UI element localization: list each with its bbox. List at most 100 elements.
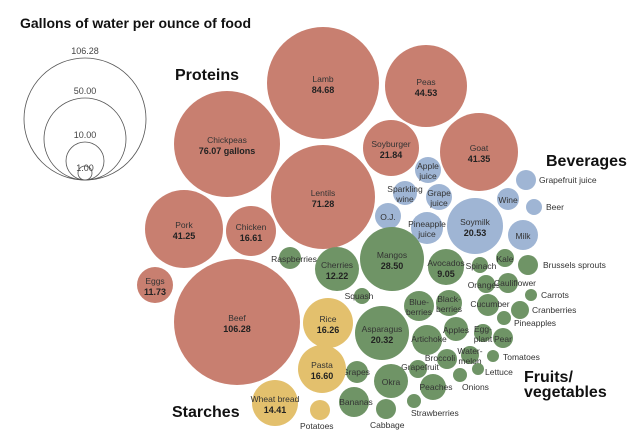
bubble-cauliflower: Cauliflower xyxy=(494,273,536,293)
bubble-label: Grapefruit xyxy=(401,362,439,372)
bubble-label: Beer xyxy=(546,202,564,212)
bubble-circle xyxy=(525,289,537,301)
bubble-circle xyxy=(339,387,369,417)
bubble-grapefruit: Grapefruit xyxy=(401,360,440,378)
bubble-circle xyxy=(412,325,442,355)
bubble-circle xyxy=(267,27,379,139)
bubble-circle xyxy=(472,363,484,375)
bubble-circle xyxy=(497,311,511,325)
bubble-label: Eggs xyxy=(145,276,164,286)
bubble-strawberries: Strawberries xyxy=(407,394,459,418)
bubble-label: Peas xyxy=(416,77,435,87)
bubble-okra: Okra xyxy=(374,364,408,398)
bubble-circle xyxy=(496,249,514,267)
bubble-label: Beef xyxy=(228,313,246,323)
bubble-label: Apple xyxy=(417,161,439,171)
bubble-value: 44.53 xyxy=(415,88,438,98)
bubble-label: Asparagus xyxy=(362,324,403,334)
bubble-circle xyxy=(526,199,542,215)
bubble-circle xyxy=(355,306,409,360)
bubble-value: 14.41 xyxy=(264,405,287,415)
bubble-label: Kale xyxy=(496,254,513,264)
bubble-value: 9.05 xyxy=(437,269,455,279)
bubble-label: Strawberries xyxy=(411,408,459,418)
bubble-pineapples: Pineapples xyxy=(497,311,556,328)
bubble-brussels-sprouts: Brussels sprouts xyxy=(518,255,606,275)
bubble-circle xyxy=(436,290,462,316)
bubble-circle xyxy=(428,249,464,285)
bubble-label: O.J. xyxy=(380,212,396,222)
bubble-circle xyxy=(252,380,298,426)
bubble-circle xyxy=(508,220,538,250)
bubble-label: Egg- xyxy=(474,324,492,334)
bubble-circle xyxy=(375,203,401,229)
bubble-label: Blue- xyxy=(409,297,429,307)
bubble-circle xyxy=(461,346,479,364)
bubble-blueberries: Blue-berries xyxy=(404,291,434,321)
bubble-label: Tomatoes xyxy=(503,352,540,362)
bubble-circle xyxy=(360,227,424,291)
bubble-cabbage: Cabbage xyxy=(370,399,405,430)
bubble-label: Broccoli xyxy=(425,353,455,363)
bubble-tomatoes: Tomatoes xyxy=(487,350,540,362)
bubble-circle xyxy=(404,291,434,321)
bubble-label: Squash xyxy=(345,291,374,301)
bubble-circle xyxy=(174,91,280,197)
bubble-value: 41.35 xyxy=(468,154,491,164)
bubble-label: Grapefruit juice xyxy=(539,175,597,185)
bubble-value: 16.61 xyxy=(240,233,263,243)
bubble-circle xyxy=(137,267,173,303)
bubble-raspberries: Raspberries xyxy=(271,247,317,269)
bubble-label: Wheat bread xyxy=(251,394,300,404)
bubble-label: Cranberries xyxy=(532,305,576,315)
bubble-blackberries: Black-berries xyxy=(436,290,462,316)
bubble-oranges: Oranges xyxy=(468,275,500,293)
bubble-circle xyxy=(498,273,518,293)
bubble-label: Artichoke xyxy=(411,334,447,344)
bubble-spinach: Spinach xyxy=(466,257,497,273)
bubble-label: Cabbage xyxy=(370,420,405,430)
bubble-value: 84.68 xyxy=(312,85,335,95)
bubble-circle xyxy=(393,181,417,205)
bubble-label: Potatoes xyxy=(300,421,334,431)
bubble-bananas: Bananas xyxy=(339,387,373,417)
legend-circle xyxy=(23,57,147,181)
bubble-circle xyxy=(437,349,457,369)
bubble-label: Soymilk xyxy=(460,217,491,227)
bubble-value: 41.25 xyxy=(173,231,196,241)
bubble-label: Milk xyxy=(515,231,531,241)
bubble-circle xyxy=(440,113,518,191)
bubble-circle xyxy=(315,247,359,291)
bubble-onions: Onions xyxy=(453,368,489,392)
bubble-circle xyxy=(518,255,538,275)
bubble-label: Pasta xyxy=(311,360,333,370)
bubble-label: juice xyxy=(418,171,437,181)
legend-circle xyxy=(65,141,105,181)
bubble-label: Pineapple xyxy=(408,219,446,229)
bubble-circle xyxy=(354,288,370,304)
bubble-label: juice xyxy=(429,198,448,208)
bubble-label: Bananas xyxy=(339,397,373,407)
bubble-value: 21.84 xyxy=(380,150,403,160)
bubble-value: 20.53 xyxy=(464,228,487,238)
legend-label: 10.00 xyxy=(74,130,97,140)
bubble-label: berries xyxy=(436,304,462,314)
bubble-carrots: Carrots xyxy=(525,289,569,301)
bubble-label: Cucumber xyxy=(470,299,509,309)
bubble-kale: Kale xyxy=(496,249,514,267)
bubble-circle xyxy=(226,206,276,256)
group-labels: Proteins Beverages Fruits/vegetables Starch… xyxy=(172,67,627,421)
